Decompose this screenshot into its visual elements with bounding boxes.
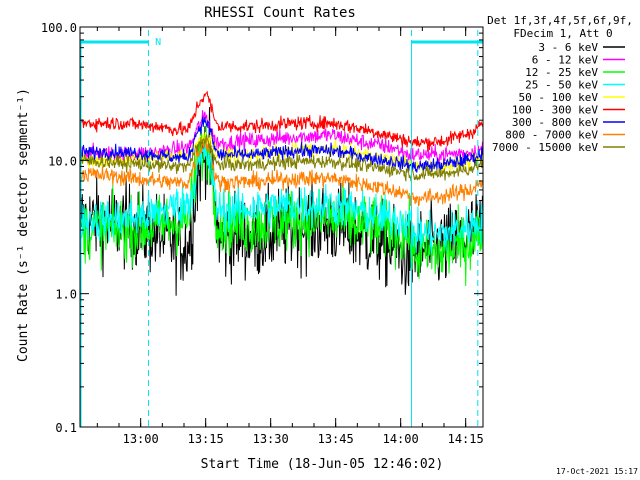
legend-label: 6 - 12 keV bbox=[532, 54, 599, 67]
axes: 0.1 1.0 10.0 100.0 13:00 13:15 13:30 13:45 14:00… bbox=[41, 21, 484, 446]
legend: Det 1f,3f,4f,5f,6f,9f, FDecim 1, Att 0 3… bbox=[487, 14, 633, 154]
data-traces bbox=[79, 90, 484, 296]
y-tick-label: 0.1 bbox=[55, 421, 77, 435]
x-tick-label: 14:15 bbox=[448, 432, 484, 446]
legend-label: 50 - 100 keV bbox=[519, 91, 599, 104]
series-line-300-800keV bbox=[79, 116, 484, 174]
x-axis-label: Start Time (18-Jun-05 12:46:02) bbox=[201, 457, 444, 472]
x-tick-label: 13:15 bbox=[188, 432, 224, 446]
x-tick-label: 13:30 bbox=[253, 432, 289, 446]
y-tick-label: 10.0 bbox=[48, 154, 77, 168]
x-tick-label: 13:45 bbox=[318, 432, 354, 446]
series-line-7000-15000keV bbox=[79, 134, 484, 182]
footer-date: 17-Oct-2021 15:17 bbox=[556, 467, 638, 476]
night-overlays: N bbox=[80, 30, 483, 427]
legend-label: 300 - 800 keV bbox=[512, 116, 598, 129]
legend-label: 7000 - 15000 keV bbox=[492, 141, 598, 154]
y-tick-label: 1.0 bbox=[55, 288, 77, 302]
x-tick-label: 14:00 bbox=[383, 432, 419, 446]
legend-label: 12 - 25 keV bbox=[525, 66, 598, 79]
night-marker-label: N bbox=[155, 37, 161, 48]
legend-label: 100 - 300 keV bbox=[512, 104, 598, 117]
legend-header-line-2: FDecim 1, Att 0 bbox=[513, 27, 612, 40]
legend-label: 25 - 50 keV bbox=[525, 79, 598, 92]
legend-header-line-1: Det 1f,3f,4f,5f,6f,9f, bbox=[487, 14, 633, 27]
series-line-25-50keV bbox=[79, 133, 484, 254]
series-line-100-300keV bbox=[79, 90, 484, 152]
series-line-800-7000keV bbox=[79, 135, 484, 207]
legend-label: 3 - 6 keV bbox=[538, 41, 598, 54]
legend-label: 800 - 7000 keV bbox=[505, 129, 598, 142]
y-tick-label: 100.0 bbox=[41, 21, 77, 35]
y-axis-label: Count Rate (s⁻¹ detector segment⁻¹) bbox=[16, 88, 31, 362]
series-line-6-12keV bbox=[79, 110, 484, 165]
plot-frame bbox=[79, 26, 484, 428]
x-tick-label: 13:00 bbox=[123, 432, 159, 446]
chart-title: RHESSI Count Rates bbox=[204, 5, 356, 21]
